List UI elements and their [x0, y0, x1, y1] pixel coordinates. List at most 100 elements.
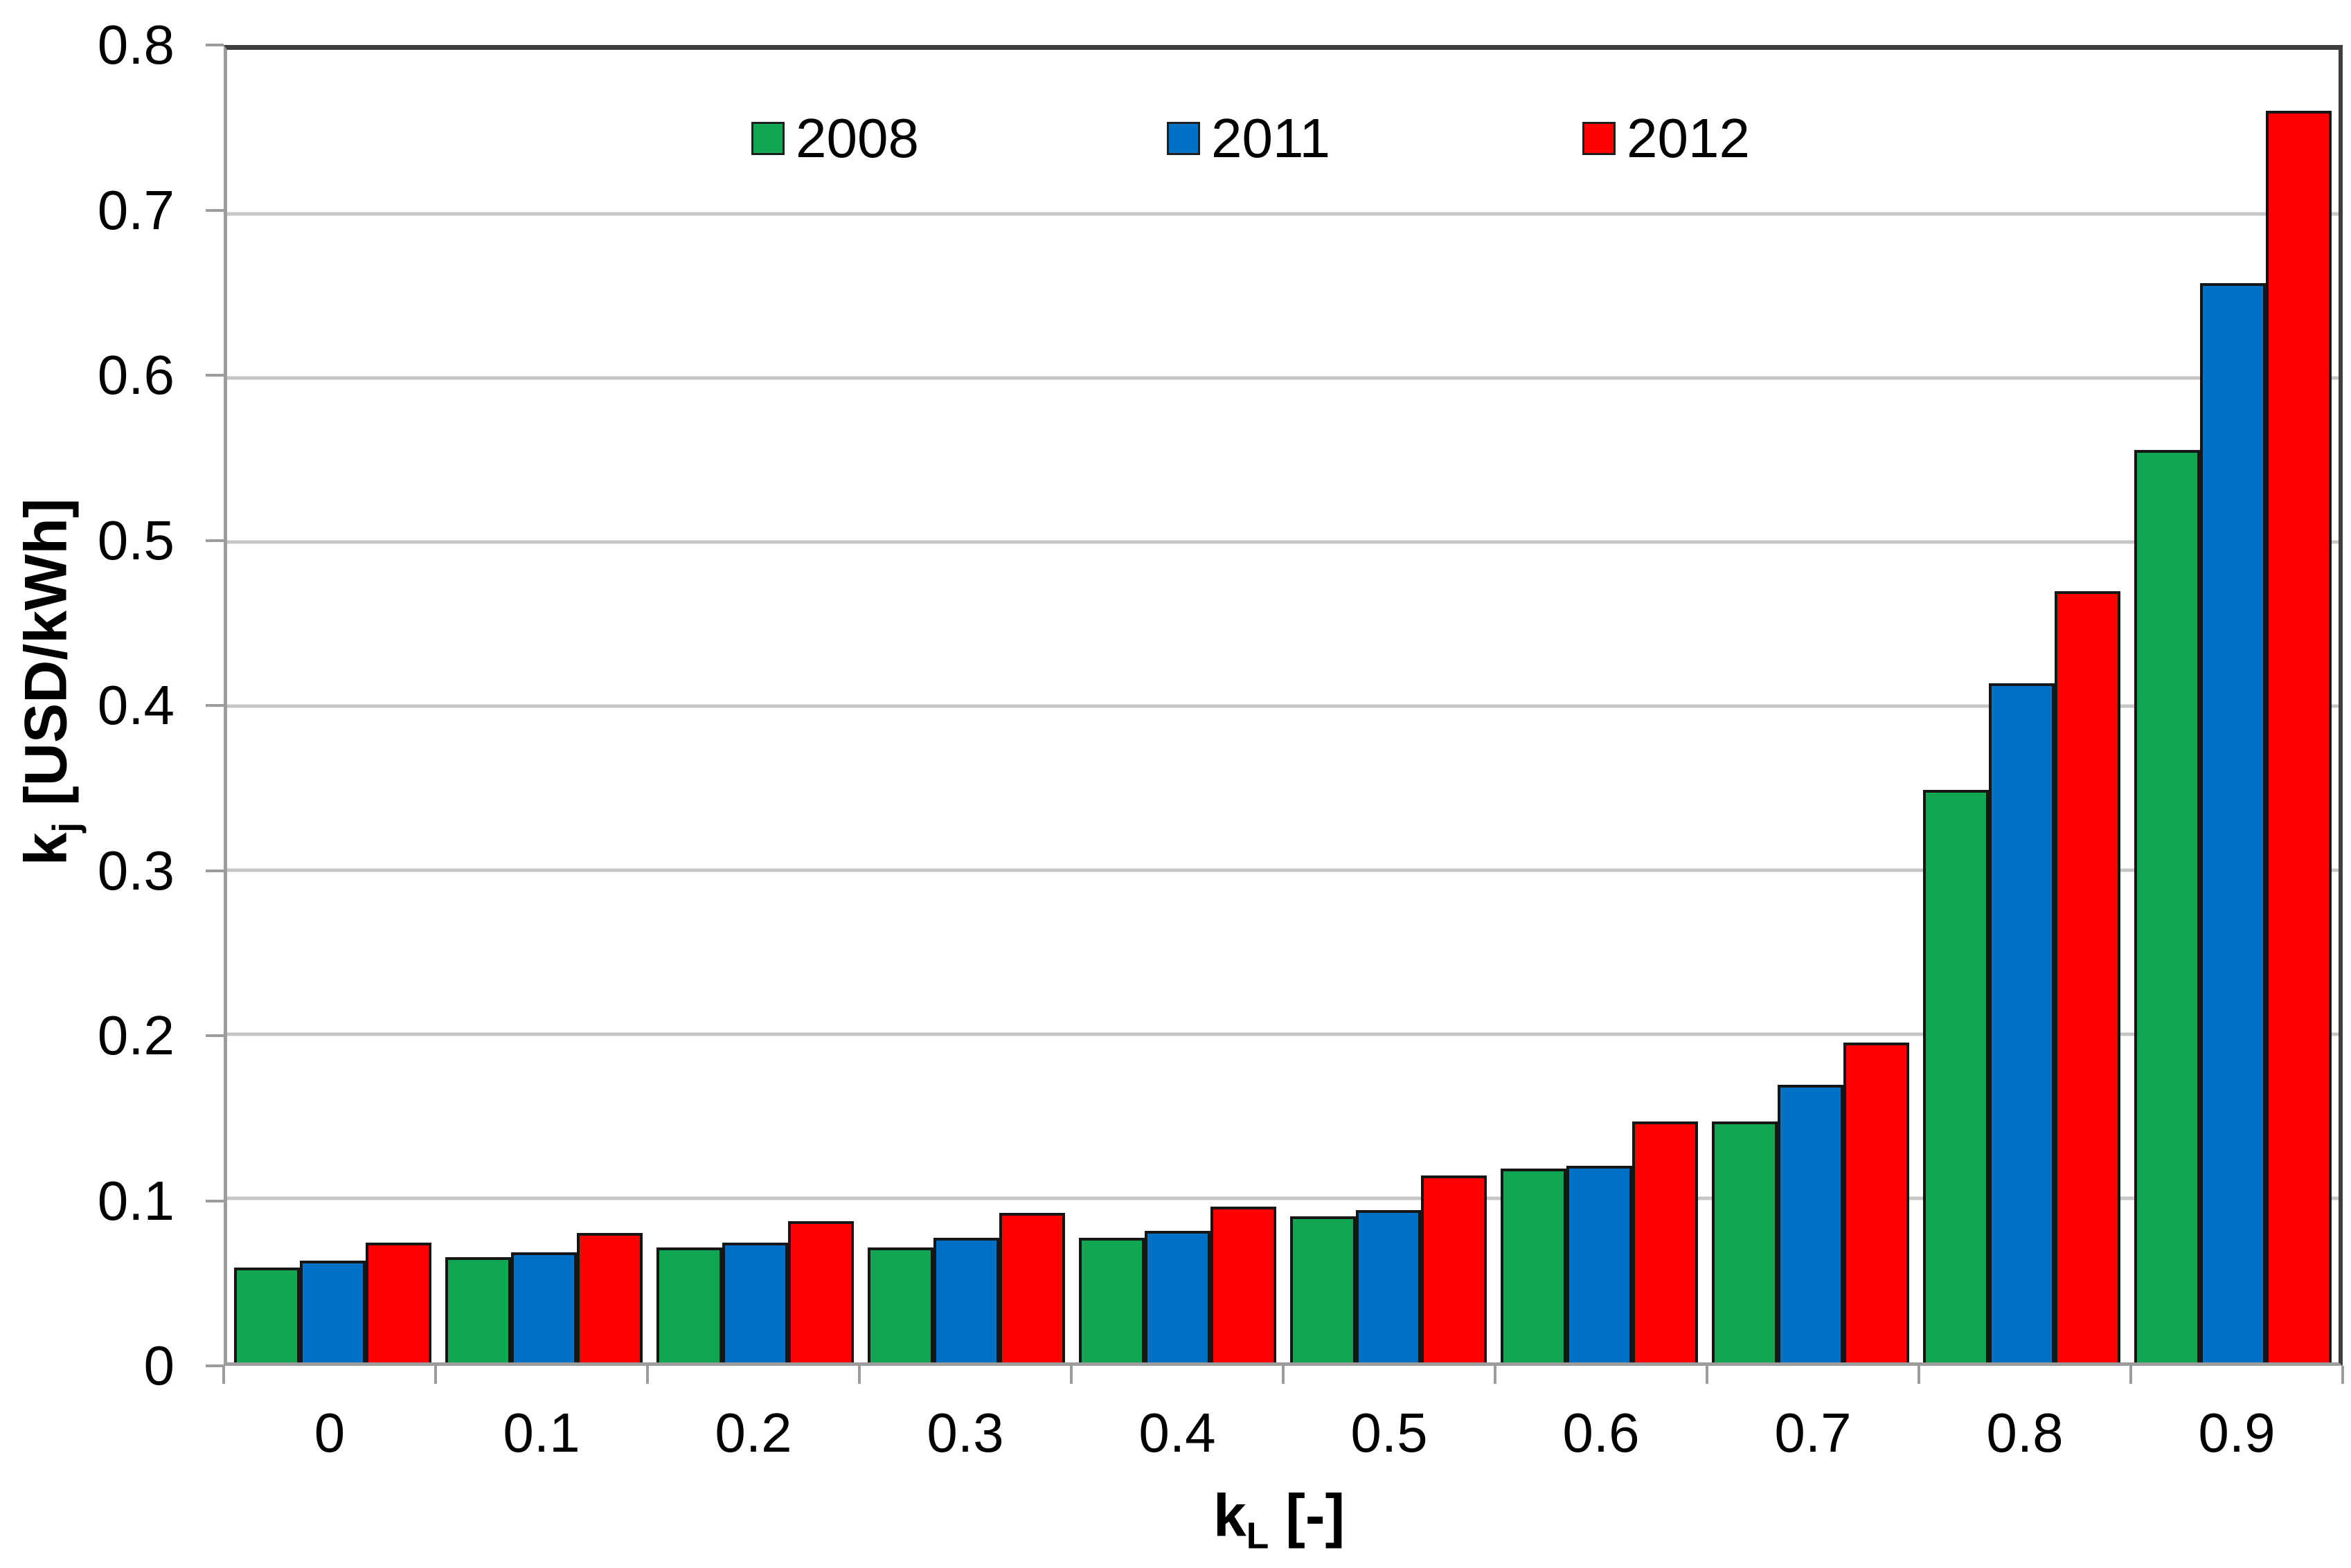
x-tick-label: 0.3 [927, 1402, 1004, 1463]
legend-label: 2008 [796, 107, 919, 169]
x-tickmark [646, 1366, 649, 1384]
gridline [227, 704, 2339, 708]
bar-2012 [1632, 1121, 1699, 1362]
x-axis-title: kL [-] [1213, 1481, 1345, 1557]
bar-2008 [2134, 450, 2201, 1362]
x-tick-label: 0 [314, 1402, 346, 1463]
x-tickmark [222, 1366, 225, 1384]
y-tick-label: 0.4 [97, 674, 175, 736]
y-tickmark [206, 869, 224, 872]
legend-swatch-icon [1582, 122, 1616, 155]
bar-2008 [1078, 1237, 1145, 1362]
y-tickmark [206, 539, 224, 542]
gridline [227, 376, 2339, 380]
bar-2011 [2200, 282, 2267, 1362]
bar-group [227, 50, 438, 1362]
bar-group [1283, 50, 1494, 1362]
y-tick-label: 0.5 [97, 509, 175, 571]
y-tick-label: 0.6 [97, 344, 175, 406]
bar-2012 [999, 1213, 1065, 1362]
x-tickmark [1070, 1366, 1073, 1384]
y-tickmark [206, 1034, 224, 1037]
bar-group [650, 50, 861, 1362]
bar-2011 [1355, 1209, 1422, 1362]
x-tick-label: 0.6 [1562, 1402, 1640, 1463]
y-tickmark [206, 1199, 224, 1202]
bar-group [1705, 50, 1916, 1362]
bar-groups [227, 50, 2339, 1362]
x-tickmark [434, 1366, 437, 1384]
bar-2012 [1421, 1175, 1487, 1362]
bar-2008 [867, 1247, 933, 1362]
x-tick-label: 0.8 [1986, 1402, 2064, 1463]
x-tick-label: 0.4 [1138, 1402, 1216, 1463]
y-tick-label: 0.2 [97, 1004, 175, 1066]
x-tickmark [2341, 1366, 2344, 1384]
plot-area [224, 45, 2343, 1366]
legend-entry-2011: 2011 [1167, 111, 1582, 166]
y-axis-tickmarks [206, 44, 224, 1367]
bar-group [1072, 50, 1283, 1362]
bar-2011 [299, 1261, 366, 1362]
x-axis-labels: 0 0.1 0.2 0.3 0.4 0.5 0.6 0.7 0.8 0.9 [224, 1402, 2343, 1471]
bar-2008 [1712, 1121, 1778, 1362]
x-tick-label: 0.9 [2198, 1402, 2276, 1463]
y-tick-label: 0.1 [97, 1169, 175, 1232]
bar-2012 [576, 1232, 643, 1362]
bar-2008 [1923, 789, 1990, 1362]
y-tick-label: 0.8 [97, 14, 175, 75]
bar-2011 [1566, 1165, 1633, 1362]
x-tick-label: 0.7 [1774, 1402, 1852, 1463]
legend-entry-2012: 2012 [1582, 111, 1750, 166]
legend-swatch-icon [751, 122, 785, 155]
x-axis-subscript: L [1246, 1515, 1269, 1557]
x-tickmark [1706, 1366, 1708, 1384]
y-axis-labels: 0 0.1 0.2 0.3 0.4 0.5 0.6 0.7 0.8 [0, 17, 175, 1394]
x-axis-symbol: k [1213, 1482, 1246, 1549]
bar-2012 [2266, 110, 2332, 1362]
y-tick-label: 0.3 [97, 839, 175, 901]
x-axis-unit: [-] [1285, 1482, 1346, 1549]
gridline [227, 1196, 2339, 1200]
y-tickmark [206, 208, 224, 212]
y-tickmark [206, 374, 224, 377]
gridline [227, 868, 2339, 872]
bar-2012 [1210, 1206, 1276, 1362]
bar-2012 [2055, 591, 2121, 1362]
bar-group [1916, 50, 2127, 1362]
y-tickmark [206, 1364, 224, 1367]
x-tickmark [1282, 1366, 1285, 1384]
bar-2008 [445, 1257, 511, 1362]
legend-swatch-icon [1167, 122, 1200, 155]
y-tickmark [206, 44, 224, 46]
x-tick-label: 0.2 [715, 1402, 792, 1463]
bar-2011 [510, 1252, 577, 1362]
bar-2008 [1289, 1216, 1356, 1362]
x-tickmark [2129, 1366, 2132, 1384]
bar-group [2127, 50, 2339, 1362]
x-tickmark [1494, 1366, 1496, 1384]
x-tickmark [1918, 1366, 1920, 1384]
gridline [227, 212, 2339, 216]
bar-2011 [1989, 683, 2055, 1362]
bar-2011 [722, 1243, 788, 1362]
y-tick-label: 0.7 [97, 179, 175, 241]
bar-2008 [234, 1267, 300, 1362]
bar-2012 [365, 1243, 431, 1362]
legend-label: 2012 [1627, 107, 1750, 169]
bar-2012 [1843, 1042, 1910, 1362]
x-tick-label: 0.1 [503, 1402, 580, 1463]
bar-2008 [1501, 1169, 1567, 1362]
bar-2012 [787, 1221, 854, 1362]
bar-group [438, 50, 650, 1362]
bar-group [861, 50, 1072, 1362]
legend: 2008 2011 2012 [751, 104, 1750, 173]
legend-entry-2008: 2008 [751, 111, 1167, 166]
x-tick-label: 0.5 [1350, 1402, 1428, 1463]
y-tickmark [206, 704, 224, 707]
y-tick-label: 0 [143, 1335, 175, 1396]
bar-2011 [1144, 1231, 1210, 1362]
bar-2008 [656, 1247, 722, 1362]
bar-2011 [933, 1237, 999, 1362]
